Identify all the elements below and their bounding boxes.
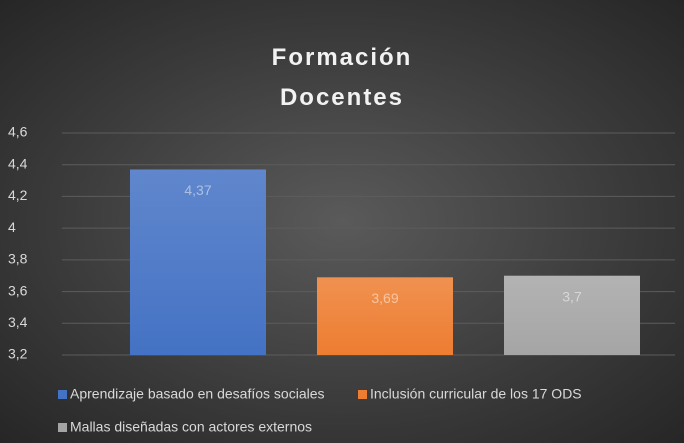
y-tick-label: 3,2 — [8, 346, 28, 362]
data-label: 3,7 — [562, 288, 582, 304]
y-tick-label: 4,6 — [8, 124, 28, 140]
legend-label: Aprendizaje basado en desafíos sociales — [70, 386, 325, 402]
y-tick-label: 4,2 — [8, 187, 28, 203]
bar — [130, 169, 266, 355]
legend-label: Inclusión curricular de los 17 ODS — [370, 386, 582, 402]
bar — [504, 275, 640, 355]
y-tick-label: 4,4 — [8, 155, 28, 171]
bar — [317, 277, 453, 355]
y-tick-label: 3,8 — [8, 251, 28, 267]
data-label: 4,37 — [184, 182, 211, 198]
y-tick-label: 3,4 — [8, 314, 28, 330]
y-tick-label: 4 — [8, 219, 16, 235]
legend-swatch — [58, 423, 67, 432]
y-tick-label: 3,6 — [8, 282, 28, 298]
legend-swatch — [358, 390, 367, 399]
legend-swatch — [58, 390, 67, 399]
data-label: 3,69 — [371, 290, 398, 306]
legend-label: Mallas diseñadas con actores externos — [70, 419, 312, 435]
chart-title: Formación Docentes — [271, 44, 413, 111]
